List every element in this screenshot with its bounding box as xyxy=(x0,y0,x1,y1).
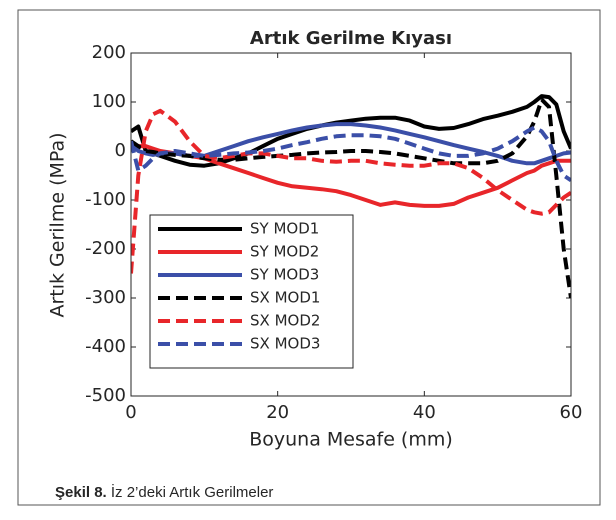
line-series xyxy=(131,108,571,274)
figure-frame xyxy=(17,9,601,506)
y-tick-label: -300 xyxy=(85,287,126,308)
x-axis-label: Boyuna Mesafe (mm) xyxy=(249,429,453,451)
y-tick-label: -100 xyxy=(85,189,126,210)
chart-title: Artık Gerilme Kıyası xyxy=(250,28,452,49)
caption-label: Şekil 8. xyxy=(55,484,107,501)
legend-label: SX MOD3 xyxy=(250,335,320,353)
line-series xyxy=(131,97,571,299)
y-tick-label: -500 xyxy=(85,385,126,406)
legend-box xyxy=(149,214,354,369)
axes-frame xyxy=(130,52,572,397)
y-tick-label: 200 xyxy=(92,42,126,63)
y-axis-label: Artık Gerilme (MPa) xyxy=(47,132,69,317)
legend-label: SY MOD3 xyxy=(250,266,319,284)
x-tick-label: 40 xyxy=(413,402,436,423)
y-tick-label: -400 xyxy=(85,336,126,357)
caption-text: İz 2’deki Artık Gerilmeler xyxy=(111,483,274,501)
caption: Şekil 8. İz 2’deki Artık Gerilmeler xyxy=(55,483,273,501)
line-series xyxy=(131,125,571,183)
legend-label: SX MOD2 xyxy=(250,312,320,330)
x-tick-label: 20 xyxy=(266,402,289,423)
y-tick-label: -200 xyxy=(85,238,126,259)
x-tick-label: 60 xyxy=(560,402,583,423)
y-tick-label: 100 xyxy=(92,91,126,112)
line-series xyxy=(131,94,571,168)
x-tick-label: 0 xyxy=(125,402,136,423)
legend-label: SX MOD1 xyxy=(250,289,320,307)
legend-label: SY MOD1 xyxy=(250,220,319,238)
y-tick-label: 0 xyxy=(115,140,126,161)
series-group xyxy=(131,94,571,299)
legend-label: SY MOD2 xyxy=(250,243,319,261)
